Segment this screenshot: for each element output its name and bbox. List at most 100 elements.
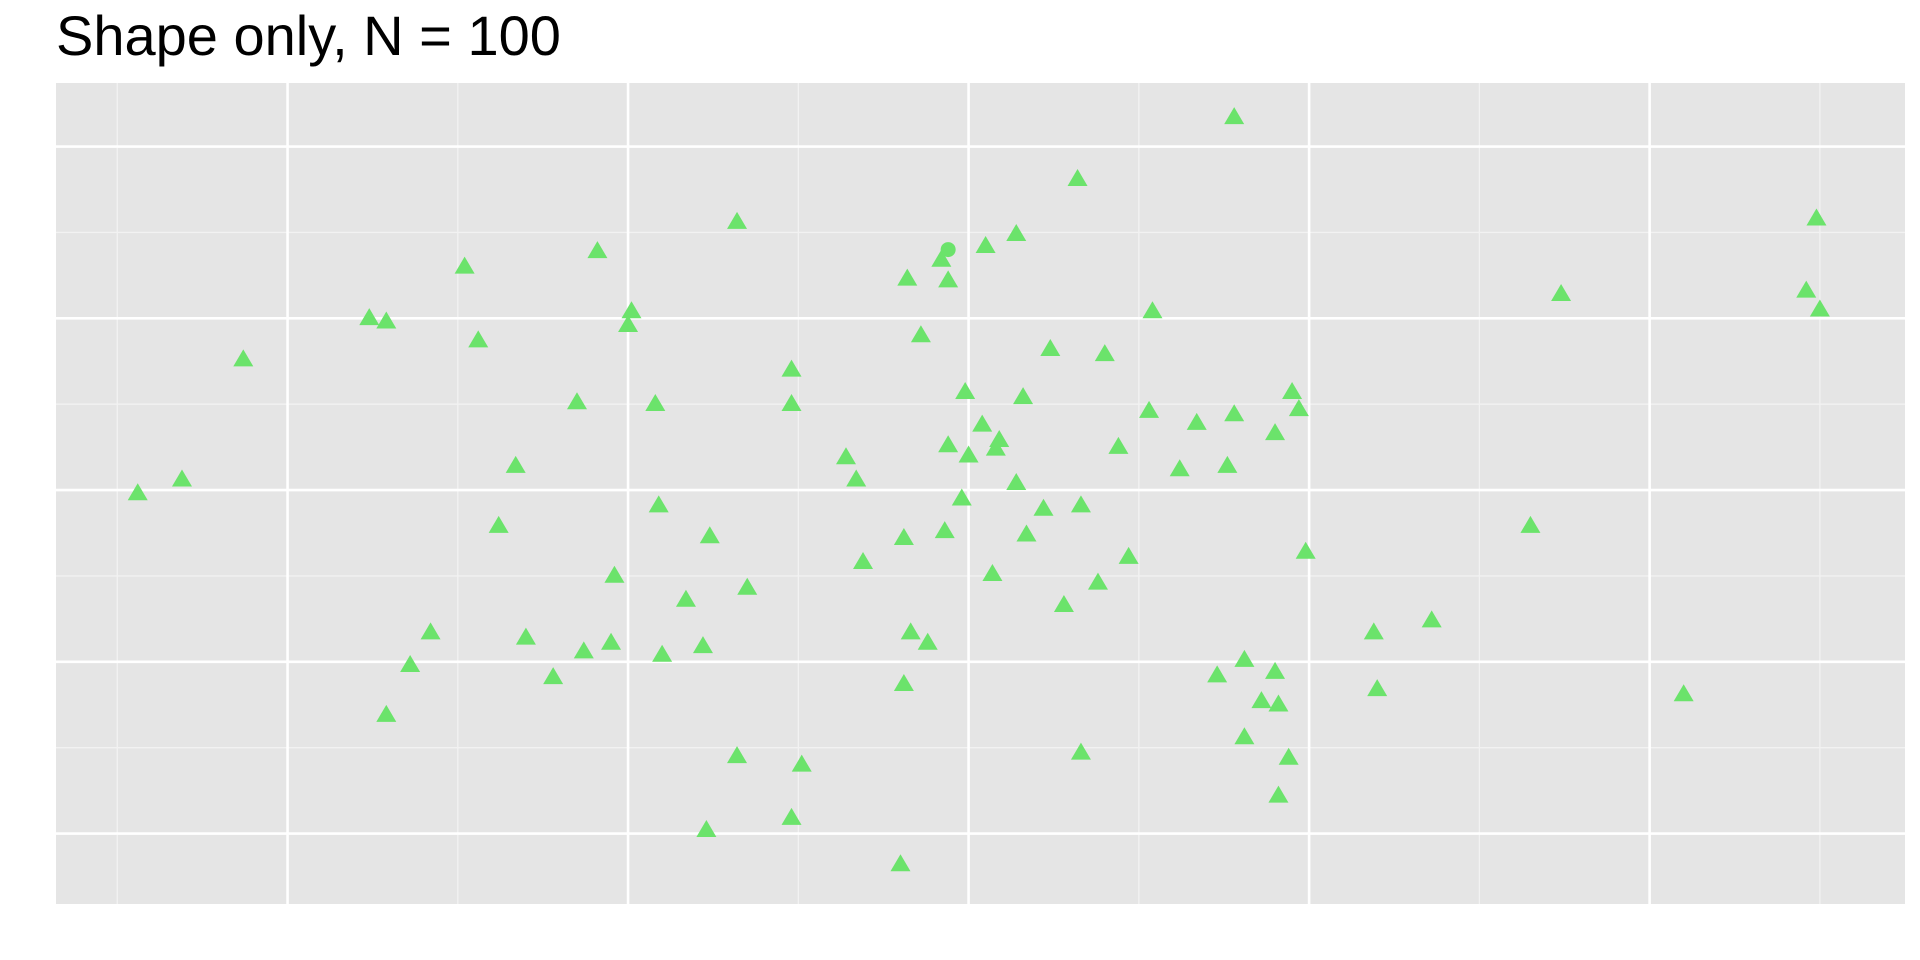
point — [1234, 649, 1255, 667]
point — [1295, 541, 1316, 559]
point — [1217, 455, 1238, 473]
point — [1118, 546, 1139, 564]
point — [1108, 436, 1129, 454]
point — [618, 314, 639, 332]
point — [468, 330, 489, 348]
point — [1169, 459, 1190, 477]
point — [1040, 339, 1061, 357]
point — [604, 565, 625, 583]
point — [1139, 400, 1160, 418]
point — [645, 393, 666, 411]
point — [1282, 381, 1303, 399]
chart-title: Shape only, N = 100 — [56, 4, 561, 67]
point — [893, 673, 914, 691]
point — [846, 469, 867, 487]
point — [1070, 495, 1091, 513]
point — [938, 435, 959, 453]
point — [934, 521, 955, 539]
point — [958, 445, 979, 463]
point — [1234, 727, 1255, 745]
point — [648, 495, 669, 513]
point — [1363, 622, 1384, 640]
point — [1016, 524, 1037, 542]
point — [1251, 691, 1272, 709]
point — [1265, 661, 1286, 679]
point — [515, 627, 536, 645]
point — [1033, 498, 1054, 516]
point — [420, 622, 441, 640]
point — [1053, 594, 1074, 612]
point — [233, 349, 254, 367]
point — [727, 746, 748, 764]
point — [543, 667, 564, 685]
point — [940, 242, 956, 258]
point — [1186, 412, 1207, 430]
point — [1207, 665, 1228, 683]
point — [985, 438, 1006, 456]
point — [1013, 387, 1034, 405]
point — [897, 268, 918, 286]
point — [1268, 694, 1289, 712]
point — [573, 641, 594, 659]
point — [982, 564, 1003, 582]
point — [376, 311, 397, 329]
point — [972, 414, 993, 432]
point — [566, 392, 587, 410]
point — [1224, 404, 1245, 422]
point — [1520, 515, 1541, 533]
point — [900, 622, 921, 640]
point — [1367, 679, 1388, 697]
point — [975, 235, 996, 253]
point — [171, 469, 192, 487]
point — [1067, 168, 1088, 186]
point — [454, 256, 475, 274]
point — [675, 589, 696, 607]
point — [791, 754, 812, 772]
point — [1278, 747, 1299, 765]
point — [1796, 280, 1817, 298]
point — [938, 270, 959, 288]
point — [1224, 107, 1245, 125]
point — [601, 632, 622, 650]
point — [376, 704, 397, 722]
point — [1673, 684, 1694, 702]
point — [781, 393, 802, 411]
point — [1268, 785, 1289, 803]
point — [781, 359, 802, 377]
point — [951, 488, 972, 506]
point — [699, 526, 720, 544]
point — [1087, 572, 1108, 590]
point — [781, 807, 802, 825]
point — [1265, 423, 1286, 441]
point — [931, 249, 952, 267]
point — [359, 308, 380, 326]
point — [1551, 284, 1572, 302]
point — [505, 455, 526, 473]
point — [1006, 472, 1027, 490]
point — [835, 447, 856, 465]
point — [1421, 610, 1442, 628]
point — [400, 655, 421, 673]
point — [893, 527, 914, 545]
point — [1809, 299, 1830, 317]
point — [890, 854, 911, 872]
point — [1070, 742, 1091, 760]
point — [127, 483, 148, 501]
point — [621, 301, 642, 319]
plot-panel — [56, 83, 1905, 904]
point — [1288, 399, 1309, 417]
point — [692, 636, 713, 654]
point — [737, 577, 758, 595]
point — [1006, 223, 1027, 241]
point — [1142, 301, 1163, 319]
point — [587, 241, 608, 259]
point — [853, 552, 874, 570]
point — [917, 632, 938, 650]
point — [727, 211, 748, 229]
point — [488, 515, 509, 533]
point — [910, 325, 931, 343]
point — [1806, 208, 1827, 226]
point — [955, 381, 976, 399]
point — [696, 819, 717, 837]
